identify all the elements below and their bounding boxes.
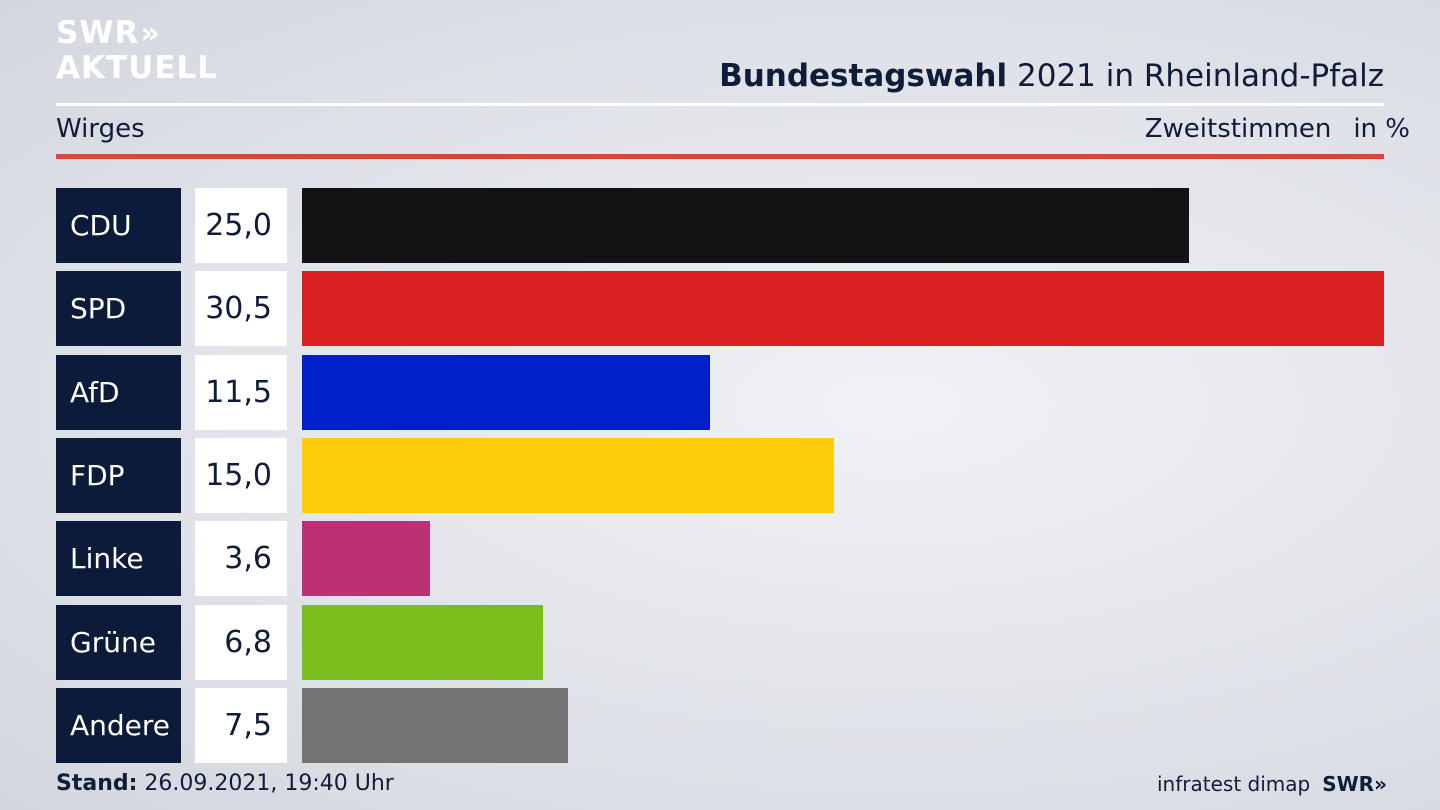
bar-row: CDU 25,0 <box>0 188 1440 263</box>
measure-text: Zweitstimmen <box>1144 114 1332 144</box>
chevron-right-icon: » <box>1374 772 1387 796</box>
bar-row: Andere 7,5 <box>0 688 1440 763</box>
stand-value: 26.09.2021, 19:40 Uhr <box>144 771 394 796</box>
bar <box>302 688 568 763</box>
party-label: Linke <box>56 521 181 596</box>
value-label: 7,5 <box>195 688 287 763</box>
swr-brand: SWR» <box>1322 772 1387 796</box>
bar <box>302 521 430 596</box>
unit-label: in % <box>1353 114 1410 144</box>
value-label: 11,5 <box>195 355 287 430</box>
party-label: Andere <box>56 688 181 763</box>
logo-line-1: SWR» <box>56 16 218 51</box>
measure-label: Zweitstimmen in % <box>1145 114 1410 144</box>
source-credit: infratest dimap SWR» <box>1157 772 1387 796</box>
bar-row: Grüne 6,8 <box>0 605 1440 680</box>
logo-line-2: AKTUELL <box>56 50 219 86</box>
value-label: 25,0 <box>195 188 287 263</box>
headline-rest: 2021 in Rheinland-Pfalz <box>1017 58 1384 94</box>
stand-label: Stand: <box>56 771 138 796</box>
value-label: 6,8 <box>195 605 287 680</box>
party-label: Grüne <box>56 605 181 680</box>
party-label: AfD <box>56 355 181 430</box>
chevron-right-icon: » <box>140 16 159 51</box>
party-label: FDP <box>56 438 181 513</box>
party-label: SPD <box>56 271 181 346</box>
swr-brand-text: SWR <box>1322 772 1375 796</box>
bar <box>302 605 543 680</box>
district-name: Wirges <box>56 114 145 144</box>
bar-row: Linke 3,6 <box>0 521 1440 596</box>
header-divider <box>56 103 1384 106</box>
timestamp: Stand: 26.09.2021, 19:40 Uhr <box>56 771 394 796</box>
logo-swr-text: SWR <box>56 15 140 51</box>
headline-bold: Bundestagswahl <box>719 58 1008 94</box>
bar-row: AfD 11,5 <box>0 355 1440 430</box>
bar <box>302 188 1189 263</box>
bar <box>302 271 1384 346</box>
chart-headline: Bundestagswahl 2021 in Rheinland-Pfalz <box>719 58 1384 94</box>
accent-divider <box>56 154 1384 159</box>
source-name: infratest dimap <box>1157 772 1311 796</box>
party-label: CDU <box>56 188 181 263</box>
swr-aktuell-logo: SWR» AKTUELL <box>56 16 218 85</box>
bar <box>302 438 834 513</box>
value-label: 15,0 <box>195 438 287 513</box>
bar-row: FDP 15,0 <box>0 438 1440 513</box>
value-label: 3,6 <box>195 521 287 596</box>
value-label: 30,5 <box>195 271 287 346</box>
bar-row: SPD 30,5 <box>0 271 1440 346</box>
bar <box>302 355 710 430</box>
